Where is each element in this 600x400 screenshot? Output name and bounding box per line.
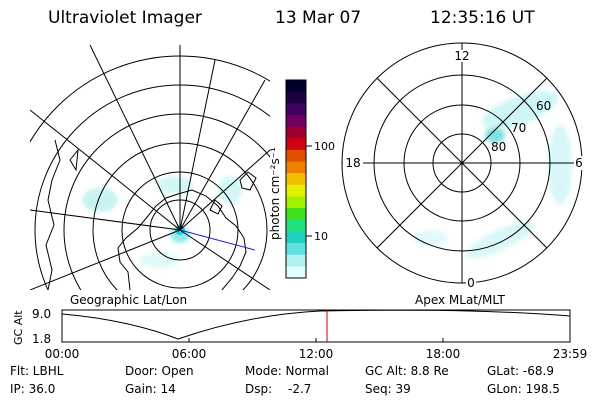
gain-info: Gain: 14 xyxy=(125,382,176,396)
altitude-plot: GC Alt 9.0 1.8 00:00 06:00 12:00 18:00 2… xyxy=(12,307,587,361)
colorbar-band xyxy=(286,138,306,151)
apex-label-bg-left xyxy=(343,156,363,170)
apex-lat-label-60: 60 xyxy=(536,99,551,113)
colorbar-band xyxy=(286,254,306,267)
colorbar-band xyxy=(286,266,306,279)
altitude-x-tick-1800: 18:00 xyxy=(426,347,461,361)
apex-lat-circles xyxy=(341,42,583,284)
altitude-y-tick-min: 1.8 xyxy=(32,332,51,346)
altitude-x-tick-1200: 12:00 xyxy=(299,347,334,361)
apex-mlt-lines xyxy=(342,43,582,283)
apex-mlt-label-18: 18 xyxy=(345,156,360,170)
dsp-label: Dsp: xyxy=(245,382,273,396)
colorbar-band xyxy=(286,173,306,186)
colorbar-band xyxy=(286,243,306,256)
instrument-title: Ultraviolet Imager xyxy=(48,8,202,28)
colorbar-unit-label: photon cm⁻²s⁻¹ xyxy=(268,147,282,240)
geo-sun-direction-line xyxy=(179,229,256,251)
colorbar-band xyxy=(286,196,306,209)
apex-label-bg-right xyxy=(574,156,584,170)
altitude-y-label: GC Alt xyxy=(12,310,25,345)
door-info: Door: Open xyxy=(125,364,194,378)
colorbar-band xyxy=(286,114,306,128)
colorbar-band xyxy=(286,103,306,116)
apex-lat-label-80: 80 xyxy=(491,140,506,154)
apex-label-bg-top xyxy=(455,50,469,62)
filter-info: Flt: LBHL xyxy=(10,364,64,378)
colorbar-band xyxy=(286,91,306,104)
geo-aurora-emission xyxy=(82,176,242,268)
altitude-y-tick-max: 9.0 xyxy=(32,307,51,321)
colorbar-gradient xyxy=(286,80,306,279)
glat-info: GLat: -68.9 xyxy=(487,364,554,378)
geo-coastlines xyxy=(45,139,257,290)
colorbar-band xyxy=(286,184,306,197)
ip-info: IP: 36.0 xyxy=(10,382,56,396)
apex-label-bg-bottom xyxy=(466,277,476,289)
colorbar-frame xyxy=(285,79,307,279)
colorbar-band xyxy=(286,231,306,244)
altitude-x-tick-0600: 06:00 xyxy=(172,347,207,361)
altitude-plot-frame xyxy=(61,309,571,343)
colorbar-band xyxy=(286,126,306,139)
glon-info: GLon: 198.5 xyxy=(487,382,560,396)
colorbar-band xyxy=(286,80,306,93)
gc-alt-info: GC Alt: 8.8 Re xyxy=(365,364,449,378)
apex-map-label: Apex MLat/MLT xyxy=(415,293,505,307)
geographic-map xyxy=(30,45,270,290)
colorbar-tick-label-10: 10 xyxy=(314,230,328,243)
apex-lat-label-70: 70 xyxy=(511,121,526,135)
time-label: 12:35:16 UT xyxy=(430,8,535,28)
apex-mlt-label-0: 0 xyxy=(467,276,475,290)
altitude-x-tick-2359: 23:59 xyxy=(553,347,588,361)
dsp-value: -2.7 xyxy=(288,382,312,396)
date-label: 13 Mar 07 xyxy=(275,8,362,28)
mode-info: Mode: Normal xyxy=(245,364,329,378)
apex-map: 12 6 0 18 60 70 80 xyxy=(341,42,584,290)
colorbar: 100 10 photon cm⁻²s⁻¹ xyxy=(268,79,335,279)
colorbar-band xyxy=(286,208,306,221)
altitude-x-tick-0000: 00:00 xyxy=(45,347,80,361)
colorbar-band xyxy=(286,161,306,174)
altitude-curve xyxy=(61,309,571,340)
colorbar-band xyxy=(286,149,306,163)
altitude-x-ticks xyxy=(61,338,571,342)
geographic-map-label: Geographic Lat/Lon xyxy=(70,293,187,307)
seq-info: Seq: 39 xyxy=(365,382,411,396)
colorbar-tick-label-100: 100 xyxy=(314,140,335,153)
apex-mlt-label-12: 12 xyxy=(454,49,469,63)
apex-mlt-label-6: 6 xyxy=(575,156,583,170)
colorbar-band xyxy=(286,219,306,232)
